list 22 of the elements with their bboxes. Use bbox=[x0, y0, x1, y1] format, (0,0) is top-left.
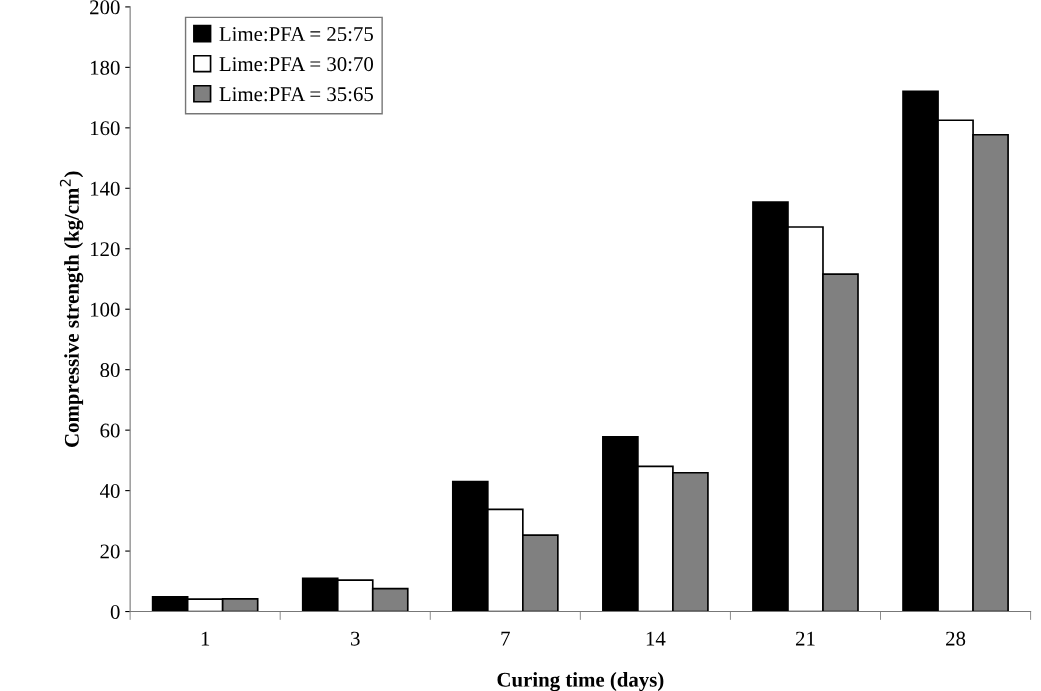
x-tick-label: 21 bbox=[795, 631, 815, 646]
x-tick-label: 28 bbox=[946, 631, 966, 646]
y-tick-label: 20 bbox=[100, 544, 120, 559]
x-tick-label: 14 bbox=[646, 631, 666, 646]
y-tick-label: 200 bbox=[90, 0, 120, 15]
y-tick-label: 80 bbox=[100, 363, 120, 378]
y-tick-label: 60 bbox=[100, 423, 120, 438]
legend-label: Lime:PFA = 25:75 bbox=[219, 27, 373, 42]
y-axis-title: Compressive strength (kg/cm$^{2}$) bbox=[59, 171, 84, 447]
legend-label: Lime:PFA = 35:65 bbox=[219, 87, 373, 102]
x-axis-title: Curing time (days) bbox=[497, 672, 664, 691]
x-tick-label: 7 bbox=[501, 631, 510, 646]
legend-label: Lime:PFA = 30:70 bbox=[219, 57, 374, 72]
y-tick-label: 180 bbox=[90, 60, 120, 75]
y-tick-label: 0 bbox=[110, 604, 120, 619]
y-tick-label: 100 bbox=[90, 302, 120, 317]
y-tick-label: 140 bbox=[90, 181, 120, 196]
x-tick-label: 1 bbox=[201, 631, 210, 646]
y-tick-label: 40 bbox=[99, 483, 120, 499]
x-tick-label: 3 bbox=[351, 631, 360, 646]
y-tick-label: 160 bbox=[90, 121, 120, 136]
y-tick-label: 120 bbox=[90, 242, 120, 257]
